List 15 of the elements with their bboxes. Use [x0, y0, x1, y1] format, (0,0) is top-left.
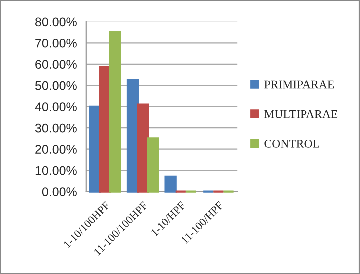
bar [164, 176, 177, 193]
y-tick-label: 70.00% [36, 38, 77, 48]
y-tick-label: 0.00% [42, 188, 77, 196]
legend-label: CONTROL [264, 140, 320, 148]
y-tick-label: 30.00% [35, 124, 77, 133]
y-tick-label: 10.00% [36, 166, 77, 176]
legend-label: MULTIPARAE [264, 110, 338, 118]
bar [109, 31, 122, 193]
y-tick-label: 80.00% [36, 18, 77, 27]
y-tick-label: 60.00% [36, 60, 77, 70]
y-tick-label: 20.00% [36, 145, 77, 154]
legend-label: PRIMIPARAE [264, 80, 334, 89]
y-tick-label: 40.00% [35, 102, 77, 112]
y-tick-label: 50.00% [35, 81, 77, 90]
bar [147, 138, 160, 193]
